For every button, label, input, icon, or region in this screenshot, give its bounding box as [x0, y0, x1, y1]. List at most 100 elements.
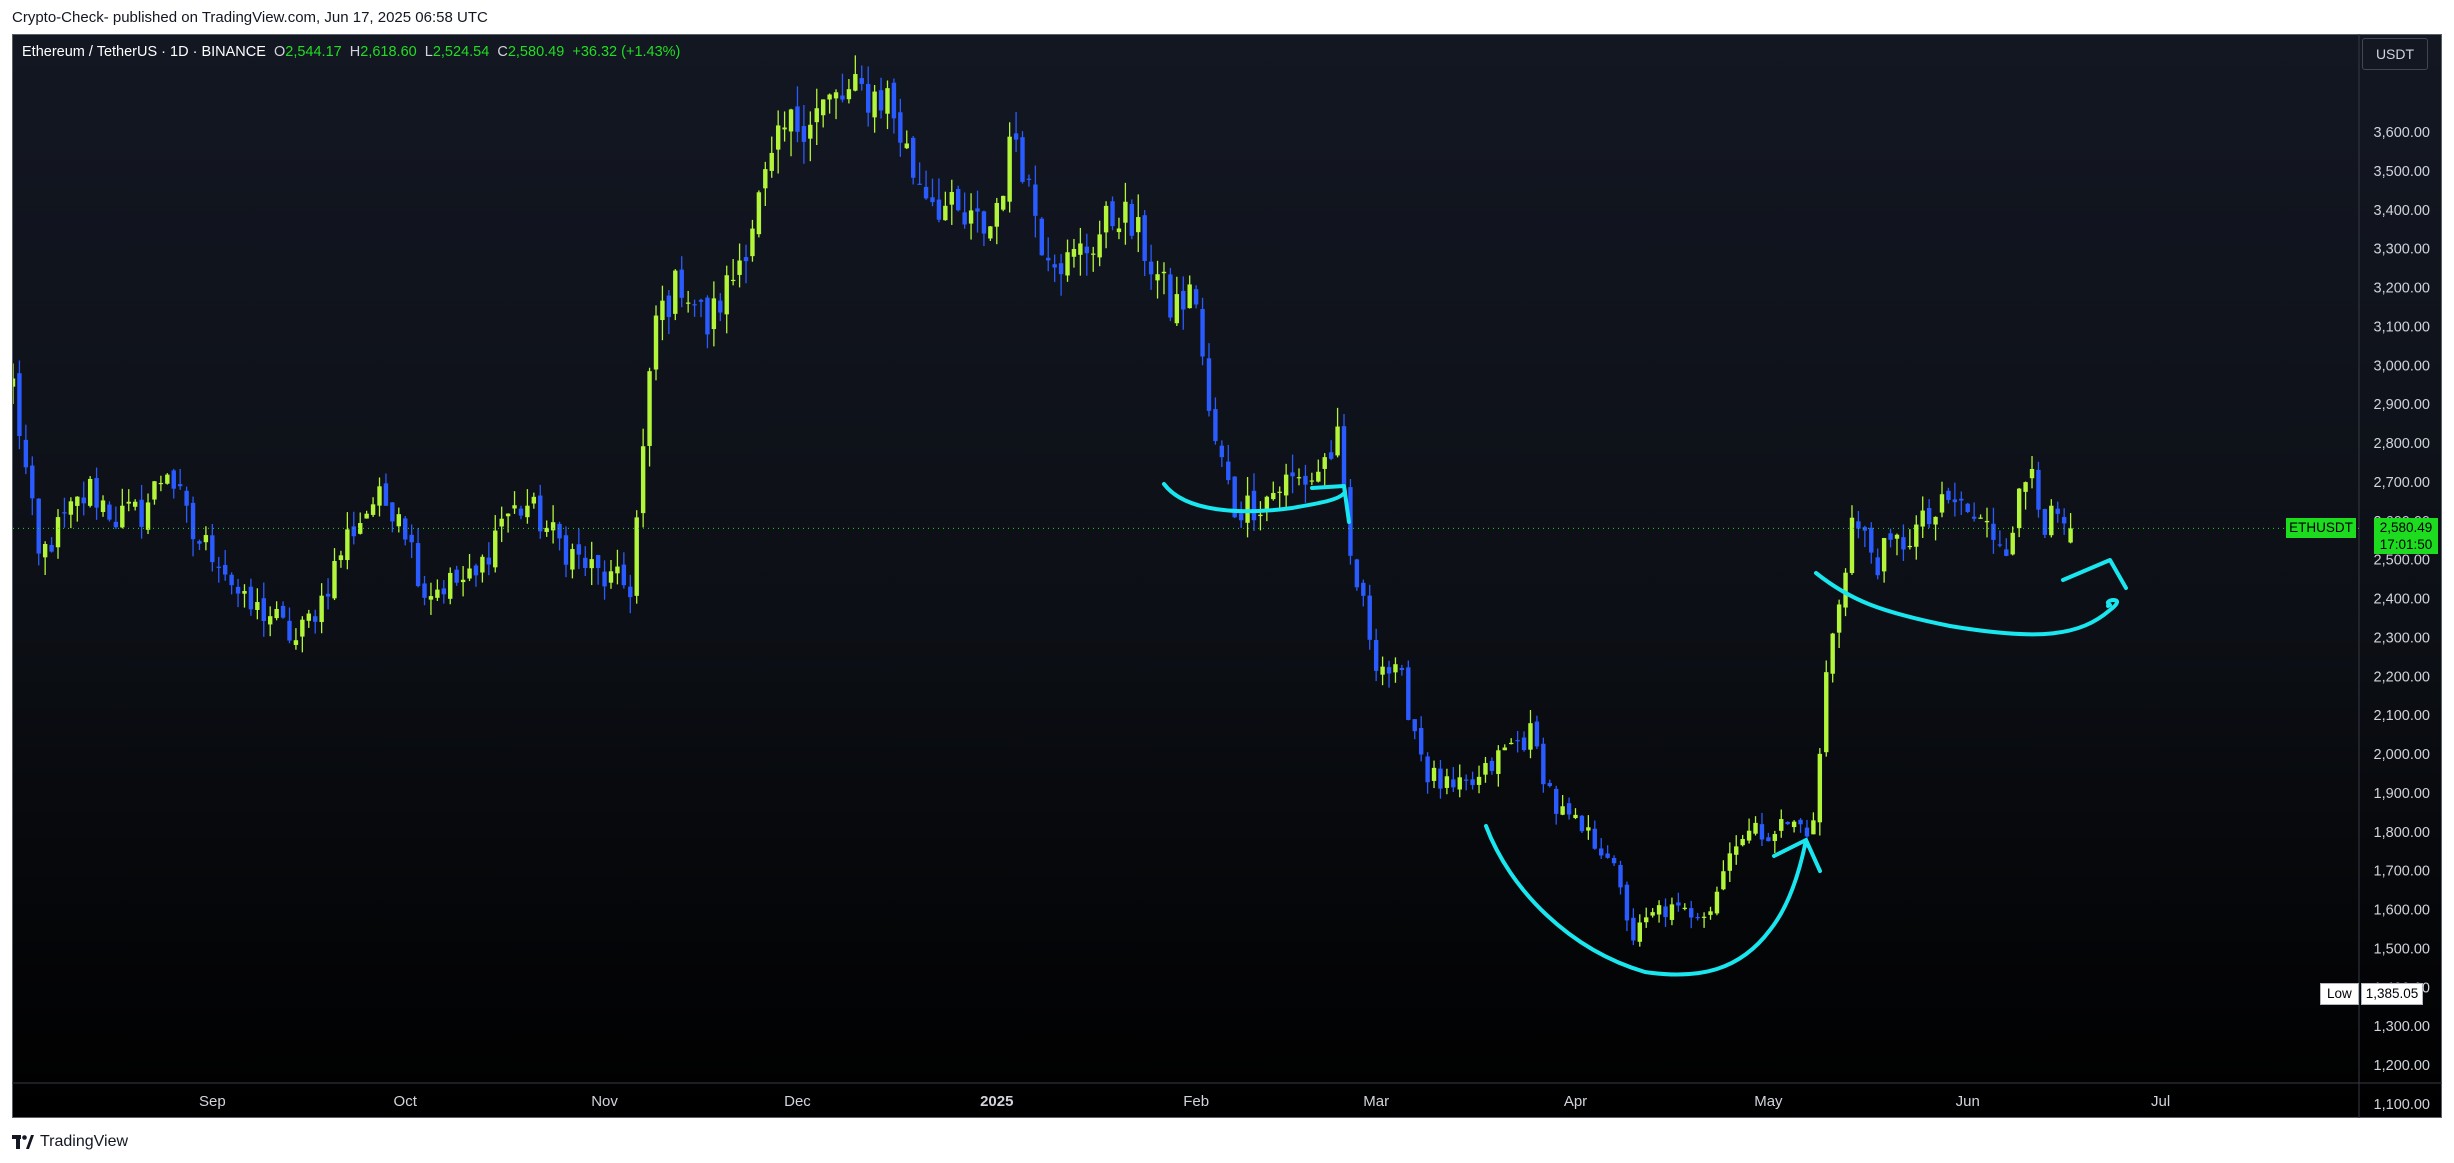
current-price-tag: 2,580.49 17:01:50	[2374, 518, 2438, 555]
time-axis[interactable]: Sep Oct Nov Dec 2025 Feb Mar Apr May Jun Jul	[199, 1093, 2170, 1110]
candle	[428, 582, 434, 615]
candle	[1779, 809, 1784, 838]
candle	[1316, 459, 1321, 483]
candle	[724, 265, 729, 334]
candle	[1920, 496, 1925, 538]
legend-low-value: 2,524.54	[432, 44, 490, 60]
candle	[261, 582, 266, 637]
candle	[1785, 821, 1790, 825]
candle	[139, 484, 144, 539]
candle	[1734, 835, 1739, 865]
candle	[1206, 343, 1212, 417]
tradingview-brand[interactable]: TradingView	[12, 1132, 128, 1152]
candle	[1103, 201, 1109, 249]
candle	[1483, 756, 1488, 783]
candle	[132, 499, 138, 511]
candle	[1322, 453, 1327, 488]
candle	[81, 481, 86, 516]
candle	[1515, 731, 1520, 753]
candle	[480, 554, 485, 583]
candle	[1798, 818, 1803, 833]
candle	[358, 512, 363, 535]
candle	[949, 179, 954, 225]
candle	[210, 524, 215, 572]
candle	[1444, 768, 1450, 795]
candle	[666, 290, 672, 335]
candle	[1463, 774, 1469, 791]
candle	[583, 546, 588, 577]
candle	[692, 299, 697, 317]
candle	[608, 559, 614, 589]
candle	[197, 539, 202, 551]
candle	[1039, 217, 1044, 256]
candle	[184, 486, 189, 523]
candle	[1091, 246, 1096, 272]
candle	[872, 84, 877, 133]
candle	[486, 542, 492, 576]
candle	[660, 285, 665, 341]
candle	[235, 578, 241, 608]
candle	[788, 108, 794, 157]
price-tick-label: 1,700.00	[2374, 864, 2430, 880]
candle	[1258, 501, 1263, 531]
price-tick-label: 1,800.00	[2374, 825, 2430, 841]
drawing-annotations[interactable]	[1162, 482, 2128, 977]
candle	[1727, 842, 1733, 882]
candle	[1309, 472, 1315, 486]
candle	[293, 628, 299, 650]
legend-low-label: L	[424, 44, 433, 60]
candle	[595, 554, 601, 585]
candle	[1914, 515, 1919, 560]
candle	[1238, 501, 1244, 528]
candle	[68, 497, 74, 529]
candle	[1013, 112, 1019, 153]
candle	[1174, 276, 1180, 327]
candle	[255, 588, 260, 620]
candle	[403, 515, 408, 546]
ohlc-legend: Ethereum / TetherUS · 1D · BINANCE O2,54…	[22, 44, 680, 60]
candle	[62, 497, 67, 528]
candle	[1046, 237, 1051, 272]
candle	[441, 580, 447, 604]
price-tick-label: 2,300.00	[2374, 630, 2430, 646]
legend-open-value: 2,544.17	[285, 44, 342, 60]
candle	[698, 298, 704, 318]
candle	[1354, 558, 1360, 591]
candle	[1001, 195, 1006, 212]
candle	[1817, 748, 1823, 836]
candle	[1695, 912, 1700, 921]
price-axis[interactable]: 1,100.001,200.001,300.001,400.001,500.00…	[2374, 125, 2430, 1113]
published-text: Crypto-Check- published on TradingView.c…	[12, 9, 488, 26]
candle	[1836, 599, 1842, 649]
candle	[576, 528, 582, 569]
candle	[1361, 579, 1366, 607]
candle	[409, 524, 414, 559]
candle	[422, 575, 427, 606]
candle	[177, 468, 183, 490]
currency-unit-button[interactable]: USDT	[2362, 38, 2428, 70]
annotation-curve-february[interactable]	[1162, 482, 1351, 524]
candle	[171, 468, 176, 499]
candle	[268, 606, 273, 637]
candle	[473, 563, 479, 587]
annotation-curve-april[interactable]	[1484, 824, 1822, 977]
candle	[1740, 834, 1745, 847]
candle	[467, 553, 472, 582]
price-tick-label: 3,300.00	[2374, 242, 2430, 258]
candle	[1065, 239, 1070, 282]
candle	[49, 537, 54, 553]
candle	[1926, 499, 1932, 529]
candle	[1026, 174, 1032, 187]
annotation-curve-june[interactable]	[1814, 558, 2128, 637]
candle	[853, 55, 858, 92]
candle	[1367, 584, 1372, 650]
candle	[1830, 632, 1835, 683]
candle	[248, 578, 254, 616]
candle	[1303, 464, 1308, 503]
candle	[30, 456, 35, 516]
candle	[345, 512, 350, 570]
candle	[1020, 131, 1025, 184]
candle	[1965, 502, 1970, 514]
candle	[1772, 830, 1778, 854]
